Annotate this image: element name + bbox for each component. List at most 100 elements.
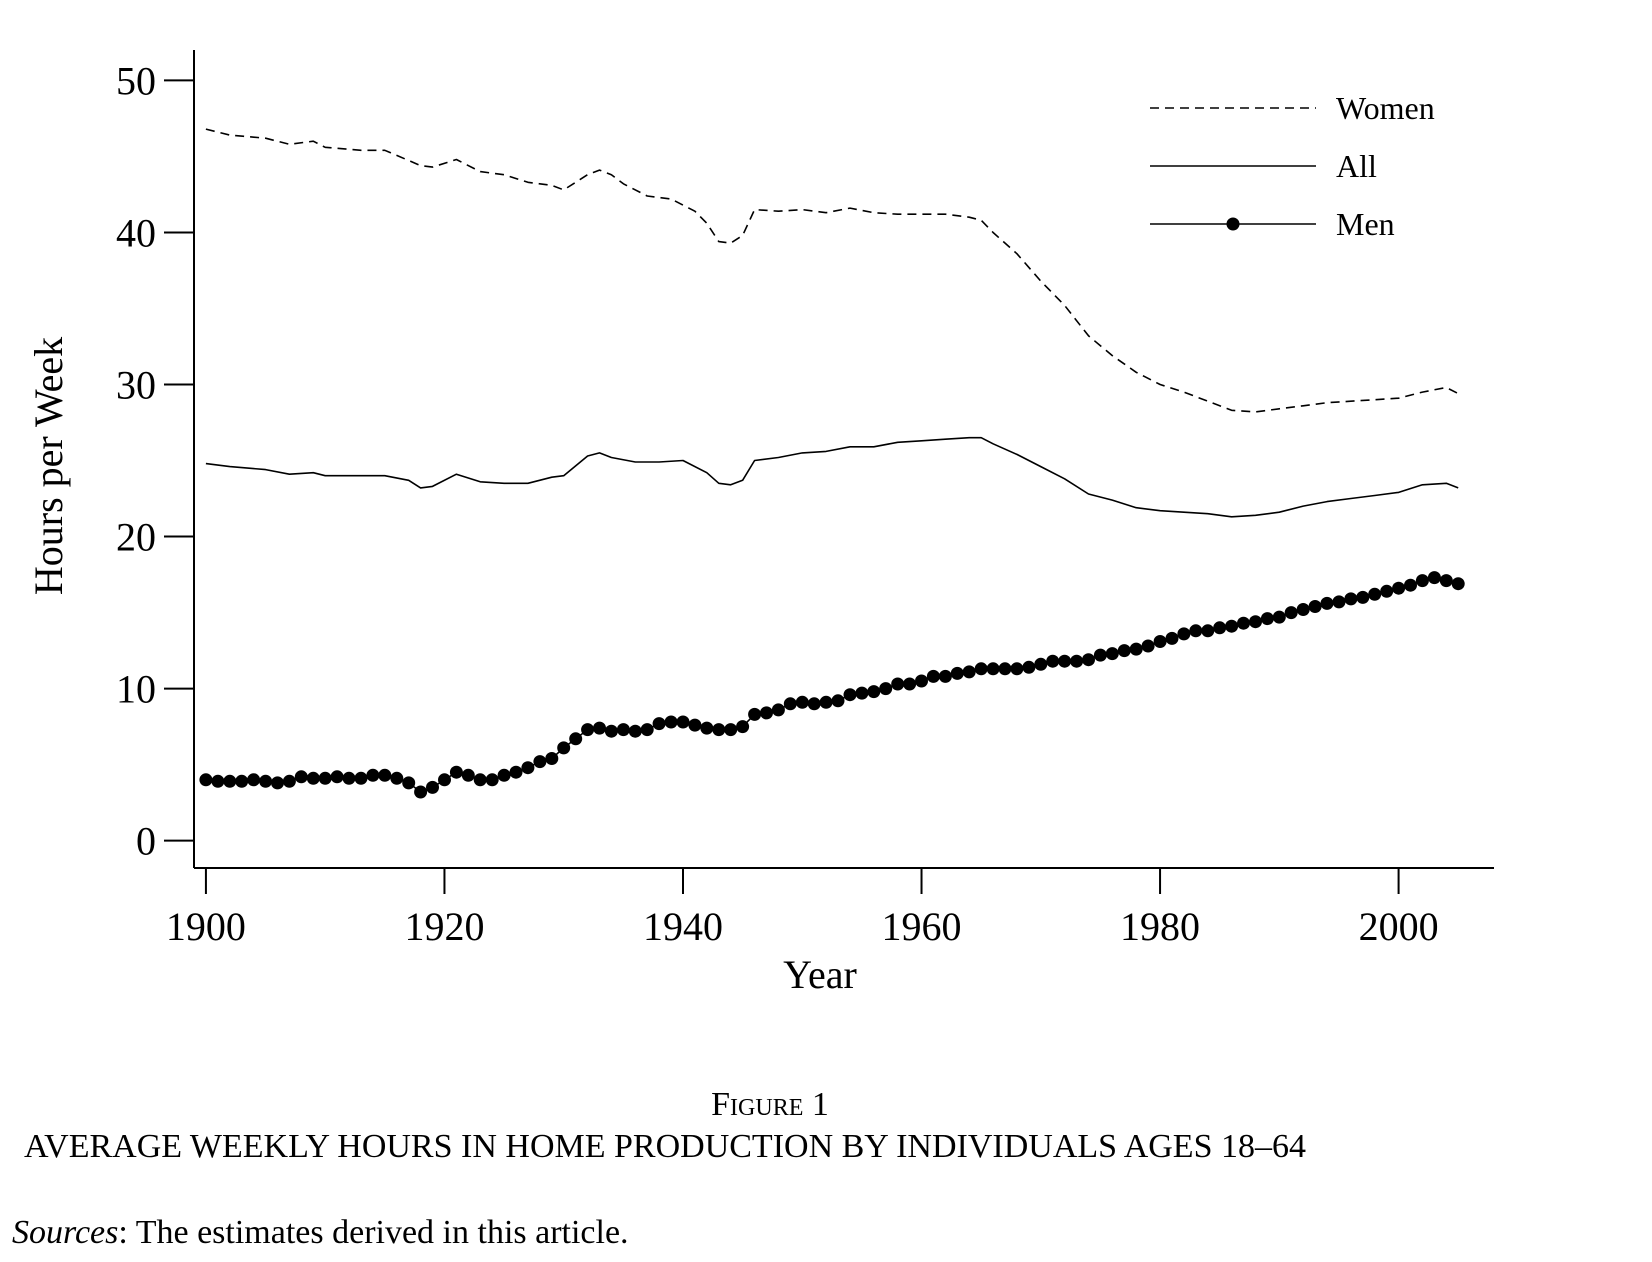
data-point-men [950, 666, 964, 680]
data-point-men [330, 770, 344, 784]
data-point-men [414, 785, 428, 799]
data-point-men [271, 776, 284, 790]
data-point-men [1415, 574, 1429, 588]
data-point-men [748, 707, 762, 721]
data-point-men [760, 706, 773, 720]
data-point-men [688, 718, 702, 732]
legend-label-all: All [1336, 148, 1377, 184]
y-tick-label: 20 [116, 515, 156, 560]
data-point-men [616, 723, 630, 737]
data-point-men [306, 771, 320, 785]
data-point-men [700, 721, 714, 735]
sources-note: Sources: The estimates derived in this a… [12, 1214, 629, 1252]
data-point-men [783, 697, 797, 711]
data-point-men [1153, 635, 1167, 648]
data-point-men [426, 780, 439, 794]
sources-label: Sources [12, 1214, 119, 1251]
data-point-men [974, 662, 988, 676]
data-point-men [986, 662, 1000, 676]
data-point-men [1451, 577, 1465, 591]
data-point-men [235, 774, 249, 788]
data-point-men [664, 715, 678, 729]
data-point-men [938, 669, 952, 683]
y-axis-title: Hours per Week [26, 337, 71, 595]
data-point-men [199, 773, 213, 787]
data-point-men [771, 703, 785, 717]
data-point-men [449, 765, 463, 779]
data-point-men [509, 765, 523, 779]
data-point-men [855, 686, 869, 700]
x-tick-label: 1960 [882, 904, 962, 949]
data-point-men [1129, 642, 1143, 656]
data-point-men [461, 768, 475, 782]
data-point-men [1380, 584, 1394, 598]
data-point-men [1284, 606, 1298, 620]
data-point-men [652, 717, 666, 731]
data-point-men [1332, 595, 1346, 609]
data-point-men [1010, 662, 1024, 676]
data-point-men [807, 697, 821, 711]
data-point-men [1058, 654, 1072, 668]
data-point-men [1082, 653, 1095, 667]
data-point-men [1296, 603, 1310, 616]
data-point-men [390, 771, 404, 785]
data-point-men [867, 685, 881, 699]
data-point-men [569, 732, 583, 746]
data-point-men [1392, 581, 1406, 595]
data-point-men [1344, 592, 1358, 606]
data-point-men [1272, 610, 1286, 624]
x-tick-label: 2000 [1359, 904, 1439, 949]
data-point-men [795, 695, 809, 709]
x-tick-label: 1900 [166, 904, 246, 949]
series-line-women [205, 128, 1459, 413]
data-point-men [736, 720, 750, 734]
data-point-men [282, 774, 296, 788]
y-tick-label: 10 [116, 667, 156, 712]
data-point-men [676, 715, 690, 729]
data-point-men [1189, 624, 1203, 638]
data-point-men [545, 752, 559, 765]
data-point-men [903, 677, 917, 691]
data-point-men [1117, 644, 1131, 658]
data-point-men [724, 723, 738, 737]
data-point-men [354, 771, 368, 785]
data-point-men [1141, 639, 1155, 653]
figure-title: AVERAGE WEEKLY HOURS IN HOME PRODUCTION … [24, 1128, 1306, 1165]
axes: 0 10 20 30 40 50 1900 1920 1940 1960 1980 2000 [116, 50, 1494, 949]
data-point-men [926, 669, 940, 683]
legend: Women All Men [1150, 90, 1435, 242]
sources-text: : The estimates derived in this article. [118, 1214, 629, 1251]
data-point-men [1165, 631, 1179, 645]
data-point-men [1249, 615, 1262, 629]
y-tick-label: 40 [116, 210, 156, 255]
data-point-men [1093, 648, 1107, 662]
data-point-men [378, 768, 392, 782]
data-point-men [1177, 627, 1191, 641]
data-point-men [1213, 621, 1227, 635]
legend-label-men: Men [1336, 206, 1395, 242]
data-point-men [473, 773, 487, 787]
data-point-men [259, 774, 273, 788]
y-tick-label: 30 [116, 362, 156, 407]
data-point-men [1105, 647, 1119, 661]
data-point-men [211, 774, 225, 788]
x-tick-label: 1940 [643, 904, 723, 949]
data-point-men [879, 682, 893, 696]
data-point-men [1046, 654, 1060, 668]
data-point-men [1439, 574, 1453, 588]
data-point-men [438, 773, 451, 787]
data-point-men [1356, 590, 1370, 604]
data-point-men [915, 674, 928, 688]
x-tick-label: 1980 [1120, 904, 1200, 949]
data-point-men [485, 773, 499, 787]
x-axis-title: Year [783, 952, 857, 997]
data-point-men [402, 776, 416, 790]
data-point-men [843, 688, 857, 702]
data-point-men [1070, 654, 1084, 668]
x-tick-label: 1920 [404, 904, 484, 949]
data-point-men [497, 768, 511, 782]
data-point-men [1034, 657, 1048, 671]
data-point-men [593, 721, 606, 735]
data-point-men [1237, 616, 1250, 630]
series-line-men [205, 576, 1459, 793]
